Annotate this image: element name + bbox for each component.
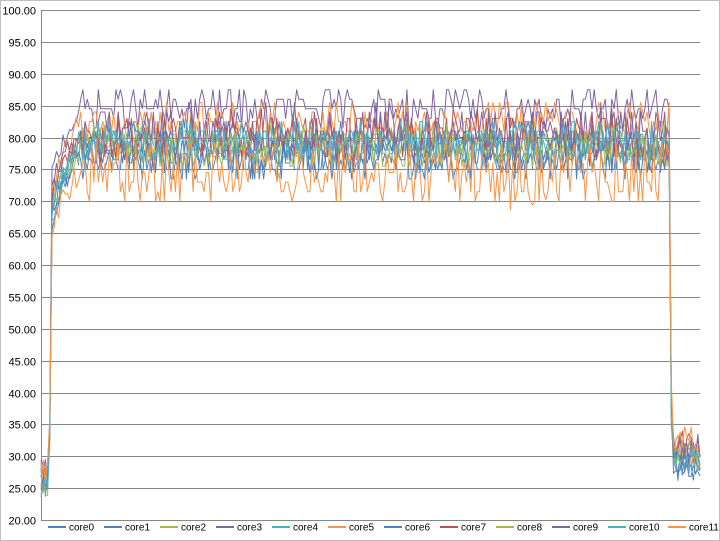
y-tick-label: 80.00 bbox=[8, 134, 36, 146]
y-axis: 20.00 25.00 30.00 35.00 40.00 45.00 50.00 55.00… bbox=[2, 6, 42, 528]
legend-label-core11: core11 bbox=[689, 523, 719, 534]
y-tick-label: 95.00 bbox=[8, 38, 36, 50]
series-line-core5 bbox=[40, 101, 701, 486]
y-tick-label: 25.00 bbox=[8, 484, 36, 496]
y-tick-label: 85.00 bbox=[8, 102, 36, 114]
y-tick-label: 65.00 bbox=[8, 229, 36, 241]
legend-label-core3: core3 bbox=[237, 523, 262, 534]
legend-label-core10: core10 bbox=[629, 523, 660, 534]
y-tick-label: 75.00 bbox=[8, 165, 36, 177]
y-tick-label: 35.00 bbox=[8, 420, 36, 432]
y-tick-label: 100.00 bbox=[2, 6, 36, 18]
series-lines bbox=[40, 89, 701, 498]
y-tick-label: 55.00 bbox=[8, 293, 36, 305]
y-tick-label: 60.00 bbox=[8, 261, 36, 273]
legend-label-core8: core8 bbox=[517, 523, 542, 534]
legend: core0 core1 core2 core3 core4 core5 core6 core7… bbox=[48, 523, 719, 534]
legend-label-core0: core0 bbox=[69, 523, 94, 534]
y-tick-label: 50.00 bbox=[8, 325, 36, 337]
series-line-core9 bbox=[40, 101, 701, 490]
y-tick-label: 40.00 bbox=[8, 389, 36, 401]
legend-label-core6: core6 bbox=[405, 523, 430, 534]
y-tick-label: 20.00 bbox=[8, 516, 36, 528]
y-tick-label: 70.00 bbox=[8, 197, 36, 209]
y-tick-label: 30.00 bbox=[8, 452, 36, 464]
y-tick-label: 90.00 bbox=[8, 70, 36, 82]
legend-label-core1: core1 bbox=[125, 523, 150, 534]
legend-label-core5: core5 bbox=[349, 523, 374, 534]
legend-label-core4: core4 bbox=[293, 523, 318, 534]
legend-label-core2: core2 bbox=[181, 523, 206, 534]
series-line-core11 bbox=[40, 143, 701, 488]
legend-label-core9: core9 bbox=[573, 523, 598, 534]
legend-label-core7: core7 bbox=[461, 523, 486, 534]
y-tick-label: 45.00 bbox=[8, 357, 36, 369]
